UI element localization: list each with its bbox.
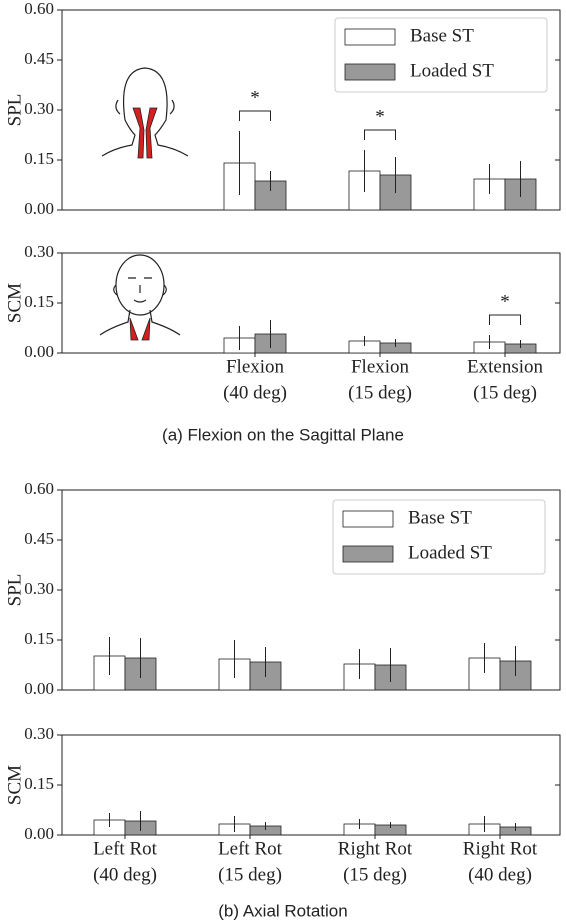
x-tick-label: Flexion <box>226 356 285 377</box>
significance-mark: * <box>250 87 260 108</box>
x-tick-label: Extension <box>467 356 543 377</box>
y-axis-label: SPL <box>4 574 25 607</box>
x-tick-label: (40 deg) <box>468 864 532 885</box>
legend-swatch <box>344 63 396 81</box>
scm-head-icon <box>99 254 181 341</box>
significance-mark: * <box>375 106 385 127</box>
significance-bracket <box>364 129 396 140</box>
significance-bracket <box>489 314 521 325</box>
legend-label: Base ST <box>408 507 472 528</box>
y-tick-label: 0.00 <box>24 824 54 843</box>
y-tick-label: 0.15 <box>24 149 54 168</box>
x-tick-label: Right Rot <box>463 838 538 859</box>
legend-label: Loaded ST <box>410 60 494 81</box>
y-tick-label: 0.60 <box>24 479 54 498</box>
y-tick-label: 0.30 <box>24 579 54 598</box>
y-axis-label: SCM <box>4 283 25 323</box>
y-axis-label: SPL <box>4 94 25 127</box>
legend-label: Base ST <box>410 25 474 46</box>
y-tick-label: 0.00 <box>24 342 54 361</box>
caption: (b) Axial Rotation <box>218 901 347 920</box>
x-tick-label: (40 deg) <box>223 382 287 403</box>
y-tick-label: 0.30 <box>24 99 54 118</box>
x-tick-label: Left Rot <box>218 838 283 859</box>
x-tick-label: (15 deg) <box>218 864 282 885</box>
y-tick-label: 0.00 <box>24 199 54 218</box>
y-tick-label: 0.15 <box>24 292 54 311</box>
x-tick-label: Left Rot <box>93 838 158 859</box>
significance-mark: * <box>500 291 510 312</box>
y-tick-label: 0.30 <box>24 242 54 261</box>
legend-swatch <box>344 28 396 46</box>
x-tick-label: (15 deg) <box>473 382 537 403</box>
plot-frame <box>61 734 561 836</box>
x-tick-label: (15 deg) <box>343 864 407 885</box>
caption: (a) Flexion on the Sagittal Plane <box>162 425 404 444</box>
y-tick-label: 0.30 <box>24 724 54 743</box>
y-tick-label: 0.45 <box>24 529 54 548</box>
y-tick-label: 0.00 <box>24 679 54 698</box>
legend-swatch <box>342 545 394 563</box>
y-tick-label: 0.45 <box>24 49 54 68</box>
y-axis-label: SCM <box>4 765 25 805</box>
legend-swatch <box>342 510 394 528</box>
x-tick-label: Right Rot <box>338 838 413 859</box>
spl-head-icon <box>101 67 189 159</box>
y-tick-label: 0.15 <box>24 774 54 793</box>
x-tick-label: (40 deg) <box>93 864 157 885</box>
legend-label: Loaded ST <box>408 542 492 563</box>
x-tick-label: Flexion <box>351 356 410 377</box>
significance-bracket <box>239 110 271 121</box>
x-tick-label: (15 deg) <box>348 382 412 403</box>
y-tick-label: 0.15 <box>24 629 54 648</box>
y-tick-label: 0.60 <box>24 0 54 18</box>
